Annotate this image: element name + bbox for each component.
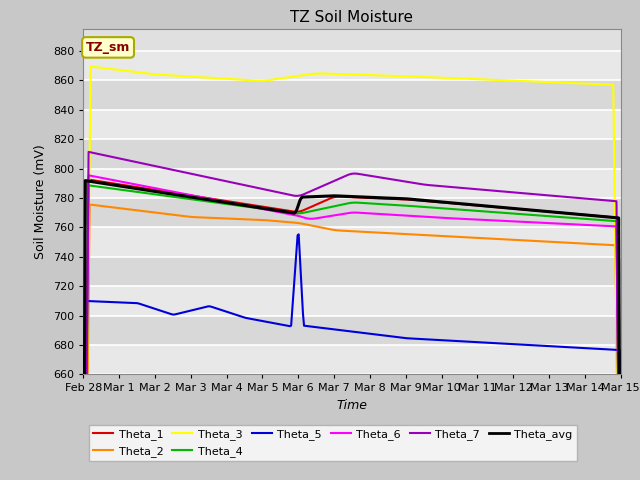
Theta_6 — [84, 172, 92, 178]
Theta_2 — [86, 202, 93, 207]
Theta_3 — [605, 82, 612, 87]
Theta_4 — [371, 201, 379, 206]
Line: Theta_3: Theta_3 — [83, 67, 621, 480]
Theta_7 — [521, 191, 529, 196]
Line: Theta_avg: Theta_avg — [83, 180, 621, 480]
Bar — [83, 80, 621, 110]
Line: Theta_1: Theta_1 — [83, 180, 621, 480]
Theta_2 — [339, 228, 347, 234]
Theta_1 — [84, 177, 92, 182]
Theta_3 — [521, 78, 529, 84]
Theta_5 — [401, 335, 408, 341]
Theta_2 — [371, 229, 379, 235]
Theta_avg — [339, 193, 347, 199]
Line: Theta_5: Theta_5 — [83, 234, 621, 480]
Theta_4 — [401, 203, 408, 208]
Theta_4 — [84, 182, 92, 188]
Bar — [83, 286, 621, 315]
Line: Theta_4: Theta_4 — [83, 185, 621, 480]
Theta_5 — [605, 347, 612, 352]
Theta_4 — [605, 218, 612, 224]
Theta_7 — [336, 176, 344, 181]
Theta_5 — [339, 327, 347, 333]
Theta_avg — [605, 214, 612, 220]
X-axis label: Time: Time — [337, 399, 367, 412]
Theta_avg — [401, 196, 408, 202]
Theta_1 — [371, 195, 379, 201]
Theta_3 — [401, 73, 408, 79]
Theta_6 — [401, 213, 408, 218]
Theta_2 — [605, 242, 612, 248]
Theta_6 — [339, 211, 347, 217]
Bar — [83, 315, 621, 345]
Text: TZ_sm: TZ_sm — [86, 41, 131, 54]
Theta_2 — [401, 231, 408, 237]
Theta_5 — [371, 332, 379, 337]
Theta_1 — [605, 214, 612, 220]
Bar — [83, 345, 621, 374]
Theta_2 — [521, 238, 529, 243]
Theta_7 — [84, 149, 92, 155]
Theta_4 — [336, 202, 344, 208]
Bar — [83, 228, 621, 257]
Theta_4 — [339, 202, 347, 207]
Theta_1 — [339, 194, 347, 200]
Line: Theta_7: Theta_7 — [83, 152, 621, 480]
Bar — [83, 257, 621, 286]
Theta_6 — [336, 212, 344, 217]
Theta_7 — [605, 198, 612, 204]
Theta_6 — [521, 219, 529, 225]
Theta_1 — [521, 207, 529, 213]
Theta_3 — [336, 71, 344, 77]
Bar — [83, 139, 621, 168]
Theta_3 — [339, 72, 347, 77]
Line: Theta_2: Theta_2 — [83, 204, 621, 480]
Theta_avg — [521, 206, 529, 212]
Bar — [83, 110, 621, 139]
Bar — [83, 168, 621, 198]
Theta_3 — [371, 72, 379, 78]
Theta_3 — [87, 64, 95, 70]
Theta_avg — [81, 178, 89, 183]
Theta_2 — [336, 228, 344, 233]
Bar — [83, 198, 621, 228]
Theta_5 — [295, 231, 303, 237]
Title: TZ Soil Moisture: TZ Soil Moisture — [291, 10, 413, 25]
Theta_6 — [371, 211, 379, 216]
Theta_1 — [401, 196, 408, 202]
Theta_avg — [371, 194, 379, 200]
Y-axis label: Soil Moisture (mV): Soil Moisture (mV) — [35, 144, 47, 259]
Legend: Theta_1, Theta_2, Theta_3, Theta_4, Theta_5, Theta_6, Theta_7, Theta_avg: Theta_1, Theta_2, Theta_3, Theta_4, Thet… — [89, 425, 577, 461]
Theta_5 — [336, 327, 344, 333]
Theta_7 — [371, 174, 379, 180]
Theta_6 — [605, 223, 612, 229]
Theta_7 — [401, 179, 408, 184]
Theta_7 — [339, 174, 347, 180]
Bar — [83, 51, 621, 80]
Line: Theta_6: Theta_6 — [83, 175, 621, 480]
Theta_1 — [336, 194, 344, 200]
Theta_5 — [521, 342, 529, 348]
Theta_avg — [336, 193, 344, 199]
Theta_4 — [521, 212, 529, 217]
